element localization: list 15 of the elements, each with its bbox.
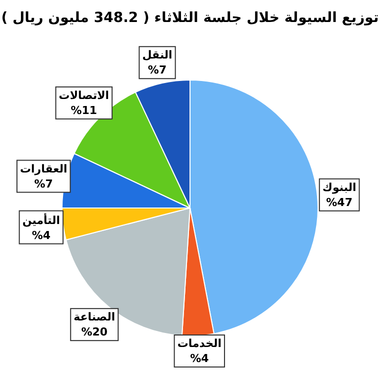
slice-label: الصناعة [74, 310, 116, 324]
data-label: %4 [32, 228, 51, 242]
slice-label: العقارات [20, 162, 68, 176]
slice-label: البنوك [322, 180, 356, 194]
data-label: %47 [326, 196, 353, 209]
slice-label: النقل [142, 48, 172, 62]
data-label: %20 [81, 326, 108, 339]
data-label: %7 [148, 64, 167, 77]
slice-label: الاتصالات [58, 88, 110, 102]
data-label: %7 [34, 177, 53, 190]
slice-label: الخدمات [177, 337, 222, 350]
data-label: %4 [190, 352, 210, 365]
slice-label: التأمين [22, 212, 60, 227]
data-label: %11 [70, 104, 98, 117]
chart-title: توزيع السيولة خلال جلسة الثلاثاء ( 348.2 مليون ريال ) [1, 10, 379, 26]
